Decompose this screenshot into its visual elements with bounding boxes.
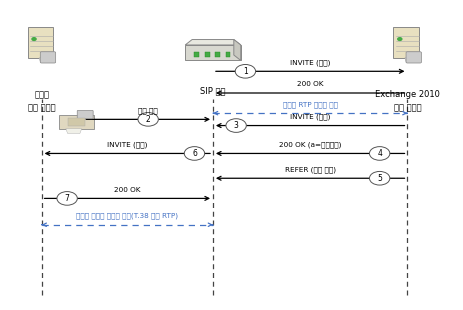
Text: INVITE (팩스): INVITE (팩스) xyxy=(107,141,148,148)
FancyBboxPatch shape xyxy=(40,52,56,63)
Text: SIP 피어: SIP 피어 xyxy=(200,87,226,96)
Polygon shape xyxy=(66,129,81,133)
Polygon shape xyxy=(405,58,415,62)
Circle shape xyxy=(32,38,36,40)
Text: 양방향 RTP 데이터 흐름: 양방향 RTP 데이터 흐름 xyxy=(283,101,338,108)
Circle shape xyxy=(184,147,205,160)
Circle shape xyxy=(57,192,77,205)
Circle shape xyxy=(369,171,390,185)
Text: 수신 팩스: 수신 팩스 xyxy=(138,107,158,114)
Text: INVITE (음성): INVITE (음성) xyxy=(290,59,331,66)
Text: 6: 6 xyxy=(192,149,197,158)
FancyBboxPatch shape xyxy=(28,27,53,58)
FancyBboxPatch shape xyxy=(394,27,419,58)
FancyBboxPatch shape xyxy=(406,52,421,63)
Text: 2: 2 xyxy=(146,115,150,124)
Circle shape xyxy=(138,113,158,126)
Text: 양방향 미디어 데이터 흐름(T.38 또는 RTP): 양방향 미디어 데이터 흐름(T.38 또는 RTP) xyxy=(76,213,178,219)
FancyBboxPatch shape xyxy=(185,45,241,60)
Polygon shape xyxy=(185,40,241,45)
Text: 200 OK: 200 OK xyxy=(297,82,324,87)
Text: 팩스 솔루션: 팩스 솔루션 xyxy=(28,104,56,113)
Text: 4: 4 xyxy=(377,149,382,158)
Text: REFER (팩스 끝점): REFER (팩스 끝점) xyxy=(285,166,336,173)
Text: Exchange 2010: Exchange 2010 xyxy=(375,90,440,99)
FancyBboxPatch shape xyxy=(68,118,85,126)
Polygon shape xyxy=(39,58,50,62)
Bar xyxy=(215,52,220,57)
Text: 1: 1 xyxy=(243,67,248,76)
Bar xyxy=(205,52,210,57)
Bar xyxy=(226,52,231,57)
FancyBboxPatch shape xyxy=(77,110,93,119)
FancyBboxPatch shape xyxy=(59,115,94,129)
Bar xyxy=(194,52,199,57)
Circle shape xyxy=(398,38,402,40)
Text: 200 OK (a=보내기만): 200 OK (a=보내기만) xyxy=(279,141,341,148)
Circle shape xyxy=(226,119,246,132)
Text: INVITE (음성): INVITE (음성) xyxy=(290,113,331,120)
Text: 200 OK: 200 OK xyxy=(114,187,141,193)
Text: 7: 7 xyxy=(65,194,69,203)
Text: 5: 5 xyxy=(377,174,382,183)
Polygon shape xyxy=(234,40,241,60)
Text: 통합 메시징: 통합 메시징 xyxy=(394,104,421,113)
Circle shape xyxy=(369,147,390,160)
Text: 3: 3 xyxy=(234,121,238,130)
Circle shape xyxy=(235,64,256,78)
Text: 파트너: 파트너 xyxy=(34,90,49,99)
